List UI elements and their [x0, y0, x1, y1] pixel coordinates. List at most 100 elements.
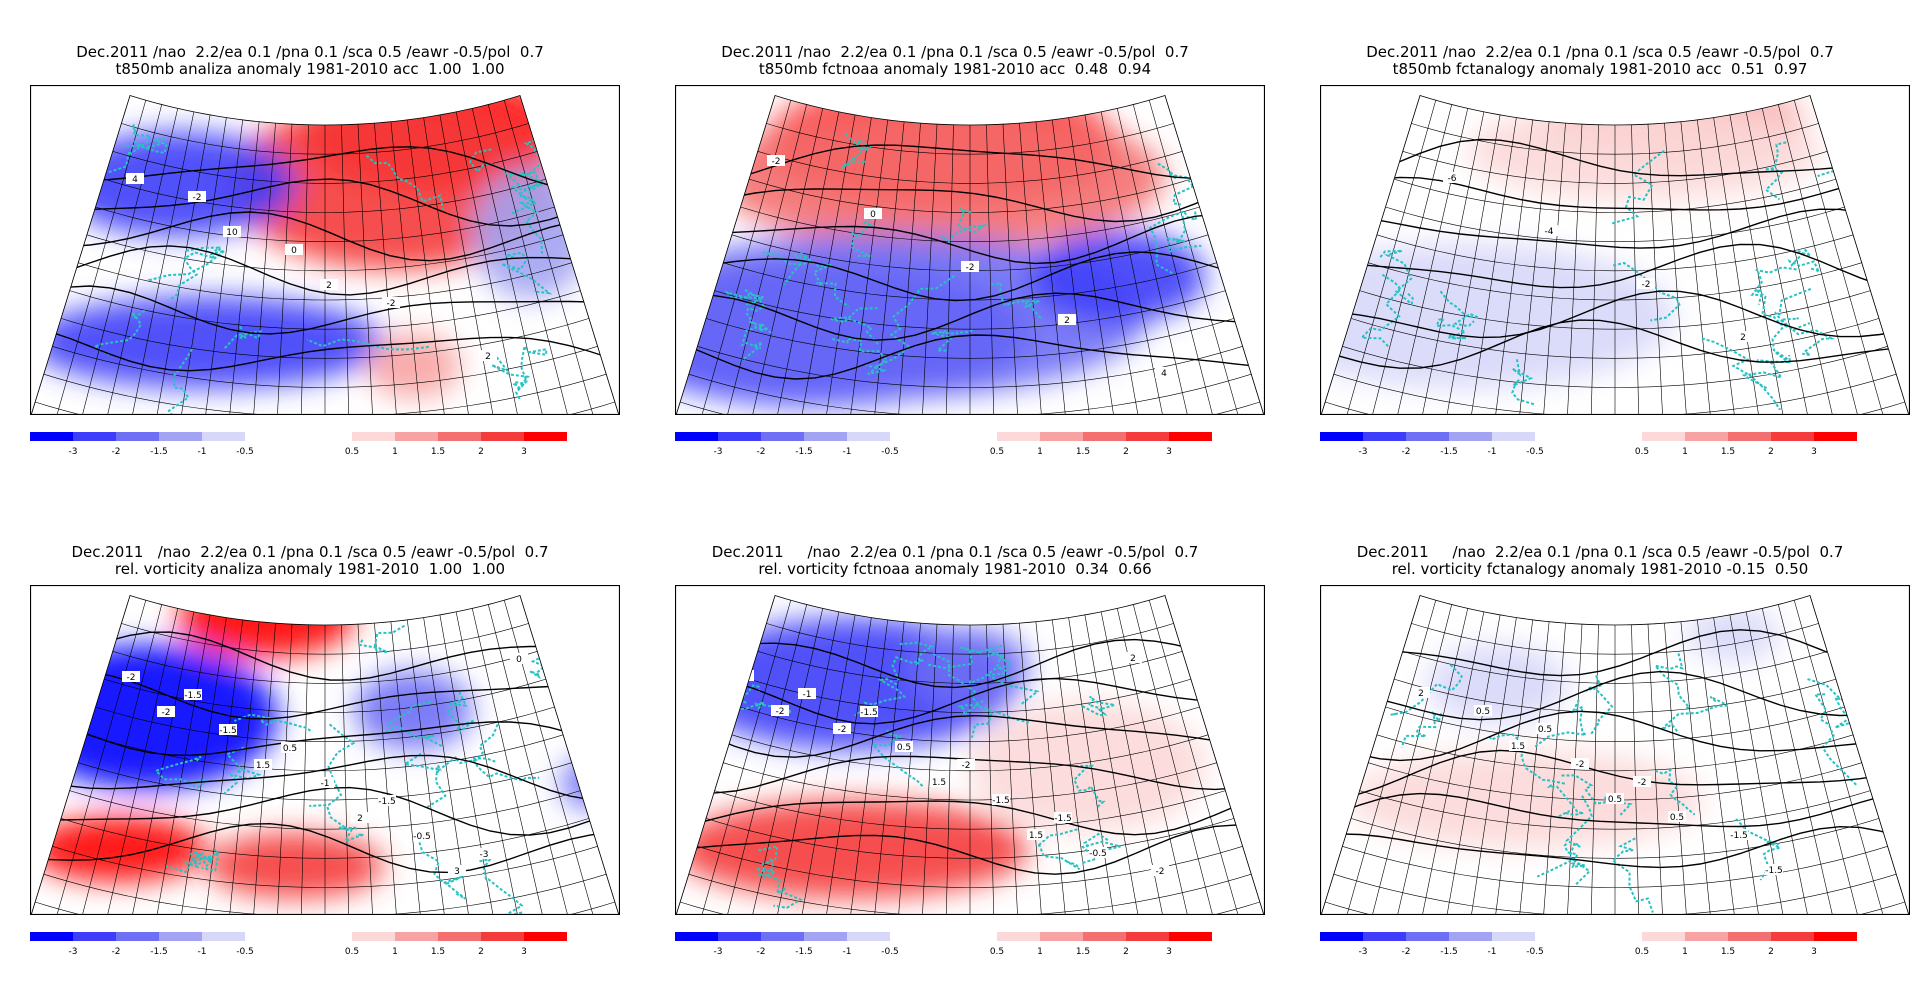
domain-outline: [1320, 94, 1910, 415]
colorbar-swatch: [1126, 932, 1169, 941]
domain-outline: [1320, 594, 1910, 915]
panel-title-line2: rel. vorticity analiza anomaly 1981-2010…: [114, 560, 506, 578]
colorbar-swatch: [804, 432, 847, 441]
colorbar-label: 2: [1768, 447, 1774, 457]
contour-label: 1.5: [1511, 742, 1525, 752]
colorbar-swatch: [116, 932, 159, 941]
colorbar-label: -0.5: [1526, 447, 1544, 457]
colorbar-label: -1.5: [795, 447, 813, 457]
colorbar-label: 1.5: [1076, 447, 1090, 457]
panel-title-line1: Dec.2011 /nao 2.2/ea 0.1 /pna 0.1 /sca 0…: [1366, 43, 1834, 61]
contour-label: -1.5: [1054, 814, 1072, 824]
contour-label-layer: -1.5-2-1.5-2-10.5-1.5-0.50-21.51.52-2: [736, 652, 1169, 877]
colorbar-swatch: [997, 432, 1040, 441]
colorbar-label: 2: [1123, 447, 1129, 457]
anomaly-region: [716, 104, 1165, 250]
panel-t850-fctanalogy: Dec.2011 /nao 2.2/ea 0.1 /pna 0.1 /sca 0…: [1290, 0, 1910, 460]
contour-lines: [1320, 138, 1901, 369]
plot-frame: [1320, 585, 1910, 915]
contour-label: -2: [966, 263, 975, 273]
colorbar-label: -0.5: [1526, 947, 1544, 957]
contour-label: -1.5: [1765, 866, 1783, 876]
domain-outline: [30, 94, 620, 415]
colorbar-swatch: [202, 932, 245, 941]
colorbar-label: 1: [1037, 447, 1043, 457]
colorbar-label: -0.5: [236, 447, 254, 457]
contour-label: -1.5: [860, 708, 878, 718]
domain-outline: [675, 594, 1265, 915]
colorbar-swatch: [395, 932, 438, 941]
colorbar-label: 2: [478, 947, 484, 957]
colorbar-label: -1.5: [795, 947, 813, 957]
colorbar-swatch: [847, 432, 890, 441]
field-layer: -1.5-2-1.5-2-10.5-1.5-0.50-21.51.52-2: [675, 595, 1265, 915]
colorbar-swatch: [761, 432, 804, 441]
colorbar-swatch: [202, 432, 245, 441]
contour-label: 1.5: [256, 761, 270, 771]
contour-label: -2: [1638, 778, 1647, 788]
colorbar-swatch: [1363, 932, 1406, 941]
colorbar-swatch: [675, 432, 718, 441]
map-plot: 0.5-2-1.50.50.5-20.5-1.521.50.5: [1320, 585, 1910, 915]
colorbar-swatch: [1126, 432, 1169, 441]
contour-label: -1: [321, 779, 330, 789]
panel-title-line2: t850mb fctanalogy anomaly 1981-2010 acc …: [1392, 60, 1808, 78]
colorbar-label: 0.5: [1635, 447, 1649, 457]
anomaly-region: [1029, 230, 1206, 323]
colorbar-swatch: [481, 932, 524, 941]
colorbar-label: -3: [1359, 947, 1368, 957]
colorbar-label: -2: [757, 947, 766, 957]
colorbar-swatch: [1814, 432, 1857, 441]
anomaly-region: [1426, 644, 1568, 724]
colorbar-label: -1: [1488, 447, 1497, 457]
colorbar-label: 0.5: [990, 447, 1004, 457]
colorbar-swatch: [1083, 932, 1126, 941]
anomaly-region: [207, 832, 384, 899]
coastlines: [724, 133, 1202, 376]
colorbar: -3 -2 -1.5 -1 -0.5 0.5 1 1.5 2 3: [675, 932, 1212, 957]
colorbar-label: 1.5: [1721, 447, 1735, 457]
contour-label: -2: [1156, 867, 1165, 877]
panel-title-line2: rel. vorticity fctanalogy anomaly 1981-2…: [1391, 560, 1809, 578]
colorbar-label: 1.5: [1721, 947, 1735, 957]
colorbar-swatch: [159, 932, 202, 941]
colorbar-label: -0.5: [881, 447, 899, 457]
plot-frame: [30, 85, 620, 415]
colorbar-swatch: [1040, 932, 1083, 941]
contour-label: 0: [516, 655, 522, 665]
contour-lines: [675, 638, 1256, 875]
colorbar-swatch: [804, 932, 847, 941]
panel-vort-fctnoaa: Dec.2011 /nao 2.2/ea 0.1 /pna 0.1 /sca 0…: [645, 500, 1265, 960]
colorbar-swatch: [73, 932, 116, 941]
contour-label: 0: [870, 210, 876, 220]
colorbar-swatch: [1363, 432, 1406, 441]
colorbar-label: 3: [521, 447, 527, 457]
colorbar: -3 -2 -1.5 -1 -0.5 0.5 1 1.5 2 3: [1320, 932, 1857, 957]
colorbar-label: 2: [478, 447, 484, 457]
colorbar-swatch: [352, 932, 395, 941]
colorbar-swatch: [30, 932, 73, 941]
colorbar-label: 0.5: [345, 947, 359, 957]
colorbar-swatch: [847, 932, 890, 941]
panel-title-line1: Dec.2011 /nao 2.2/ea 0.1 /pna 0.1 /sca 0…: [71, 543, 549, 561]
contour-label: 2: [1064, 316, 1070, 326]
colorbar: -3 -2 -1.5 -1 -0.5 0.5 1 1.5 2 3: [1320, 432, 1857, 457]
colorbar-swatch: [1040, 432, 1083, 441]
coastlines: [1359, 141, 1868, 411]
colorbar-label: -2: [112, 447, 121, 457]
colorbar-label: -1: [198, 947, 207, 957]
contour-label-layer: -1.5 0.5 -1.5 -3 -2 -1.5 -1 -0.5 0 -2 1.5 2 3: [122, 653, 528, 877]
colorbar-label: -2: [112, 947, 121, 957]
plot-frame: [675, 85, 1265, 415]
colorbar-label: 3: [1166, 447, 1172, 457]
contour-label: 0.5: [897, 743, 911, 753]
contour-label: -2: [962, 761, 971, 771]
colorbar-swatch: [1169, 432, 1212, 441]
colorbar-swatch: [718, 432, 761, 441]
colorbar-swatch: [718, 932, 761, 941]
colorbar-label: -1: [1488, 947, 1497, 957]
colorbar-swatch: [481, 432, 524, 441]
colorbar-label: 3: [1811, 447, 1817, 457]
anomaly-region: [354, 670, 473, 750]
contour-label: 2: [1130, 654, 1136, 664]
